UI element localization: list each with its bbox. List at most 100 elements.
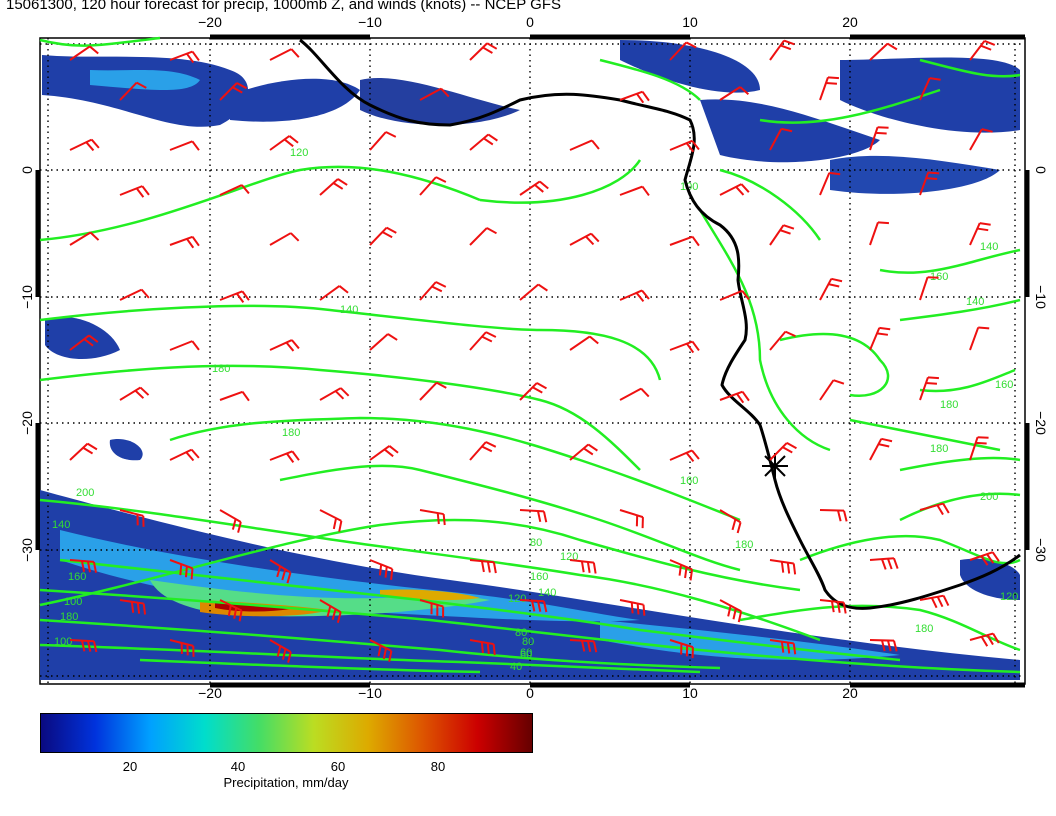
lat-ticks-left: 0 −10 −20 −30: [19, 166, 35, 562]
wind-barb: [169, 639, 195, 657]
wind-barb: [519, 180, 549, 196]
wind-barb: [819, 76, 840, 101]
wind-barb: [419, 176, 447, 196]
wind-barb: [869, 221, 890, 246]
wind-barb: [269, 559, 292, 584]
map-title: 15061300, 120 hour forecast for precip, …: [6, 0, 561, 13]
wind-barb: [169, 340, 200, 351]
svg-text:20: 20: [842, 14, 858, 30]
svg-text:180: 180: [282, 427, 300, 439]
svg-text:140: 140: [980, 241, 998, 253]
wind-barb: [419, 281, 447, 301]
wind-barb: [719, 86, 750, 101]
wind-barb: [919, 276, 939, 301]
wind-barb: [869, 639, 898, 652]
svg-text:100: 100: [54, 636, 72, 648]
precip-colorbar: [40, 713, 533, 753]
wind-barb: [669, 340, 700, 354]
wind-barb: [769, 559, 797, 575]
svg-text:0: 0: [526, 14, 534, 30]
wind-barb: [319, 387, 350, 401]
svg-text:0: 0: [19, 166, 35, 174]
svg-text:120: 120: [508, 593, 526, 605]
wind-barb: [319, 599, 342, 624]
svg-text:10: 10: [682, 14, 698, 30]
wind-barb: [319, 285, 349, 301]
wind-barb: [69, 231, 100, 246]
wind-barb: [969, 39, 996, 61]
wind-barb: [569, 232, 600, 246]
svg-text:−20: −20: [1033, 411, 1049, 435]
svg-text:−20: −20: [19, 411, 35, 435]
wind-barb: [119, 81, 147, 101]
wind-barb: [969, 436, 989, 461]
wind-barb: [919, 594, 950, 609]
wind-barb: [869, 42, 898, 61]
wind-barb: [469, 133, 498, 151]
svg-text:−30: −30: [19, 538, 35, 562]
wind-barb: [69, 559, 97, 573]
wind-barb: [869, 326, 891, 351]
wind-barb: [69, 334, 99, 351]
wind-barb: [369, 639, 393, 662]
colorbar-tick-40: 40: [230, 759, 246, 774]
wind-barb: [169, 50, 200, 64]
svg-text:140: 140: [538, 587, 556, 599]
wind-barb: [719, 599, 743, 623]
wind-barb: [869, 437, 893, 461]
svg-text:60: 60: [520, 647, 532, 659]
wind-barb: [769, 224, 795, 246]
svg-text:80: 80: [530, 537, 542, 549]
wind-barb: [219, 599, 243, 622]
wind-barb: [669, 449, 700, 463]
svg-text:180: 180: [60, 611, 78, 623]
wind-barb: [219, 290, 250, 303]
wind-barb: [269, 48, 300, 61]
wind-barb: [769, 442, 797, 461]
wind-barb: [369, 445, 399, 461]
svg-text:−20: −20: [198, 685, 222, 700]
wind-barb: [819, 171, 841, 196]
wind-barb: [719, 509, 742, 534]
wind-barb: [269, 135, 299, 151]
colorbar-label: Precipitation, mm/day: [223, 775, 349, 790]
svg-text:120: 120: [1000, 591, 1018, 603]
wind-barb: [419, 599, 445, 618]
wind-barb: [69, 138, 100, 152]
wind-barb: [219, 390, 250, 402]
wind-barb: [719, 289, 750, 301]
wind-barb: [869, 557, 899, 570]
wind-barb: [369, 226, 397, 246]
svg-text:160: 160: [995, 379, 1013, 391]
svg-text:80: 80: [522, 636, 534, 648]
wind-barb: [669, 139, 700, 153]
wind-barb: [119, 599, 147, 615]
wind-barb: [669, 41, 697, 61]
wind-barb: [519, 283, 548, 301]
wind-barb: [919, 376, 940, 401]
svg-text:20: 20: [842, 685, 858, 700]
wind-barb: [169, 559, 194, 580]
svg-text:0: 0: [526, 685, 534, 700]
wind-barb: [319, 509, 343, 532]
colorbar-tick-20: 20: [122, 759, 138, 774]
wind-barb: [519, 599, 548, 613]
svg-text:160: 160: [68, 571, 86, 583]
wind-barb: [119, 185, 150, 198]
wind-barb: [969, 222, 991, 246]
wind-barb: [219, 82, 247, 101]
colorbar-tick-80: 80: [430, 759, 446, 774]
wind-barb: [519, 509, 548, 523]
svg-text:180: 180: [930, 443, 948, 455]
wind-barb: [69, 639, 98, 653]
svg-text:140: 140: [52, 519, 70, 531]
svg-text:0: 0: [1033, 166, 1049, 174]
svg-text:80: 80: [515, 627, 527, 639]
svg-text:40: 40: [510, 661, 522, 673]
wind-barb: [119, 288, 150, 301]
wind-barb: [769, 639, 797, 655]
svg-text:−20: −20: [198, 14, 222, 30]
wind-barb: [919, 502, 950, 516]
svg-text:200: 200: [980, 491, 998, 503]
wind-barb: [719, 390, 750, 404]
